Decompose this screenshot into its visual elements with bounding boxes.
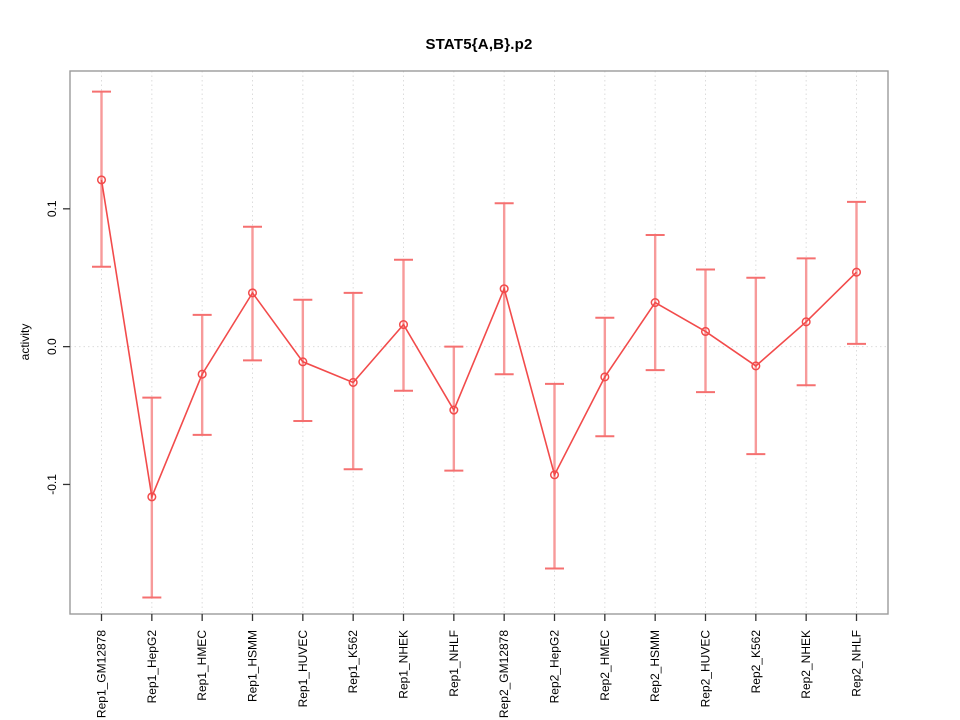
x-axis-tick-label: Rep1_NHEK — [397, 630, 411, 699]
x-axis-tick-label: Rep2_HepG2 — [548, 630, 562, 704]
y-axis-tick-label: -0.1 — [45, 474, 59, 495]
x-axis-tick-label: Rep2_HUVEC — [699, 630, 713, 708]
data-point — [298, 357, 308, 367]
data-point — [197, 369, 207, 379]
x-axis-tick-label: Rep2_HSMM — [648, 630, 662, 702]
data-point — [398, 320, 409, 330]
x-axis-tick-label: Rep2_NHLF — [850, 630, 864, 697]
x-axis-tick-label: Rep1_GM12878 — [95, 630, 109, 718]
data-point — [348, 377, 358, 388]
x-axis-tick-label: Rep2_HMEC — [598, 630, 612, 701]
y-axis-tick-label: 0.1 — [45, 200, 59, 217]
x-axis-tick-label: Rep1_HUVEC — [296, 630, 310, 708]
data-point — [247, 288, 258, 298]
data-line — [100, 179, 858, 500]
data-point — [449, 405, 459, 415]
x-axis-tick-label: Rep1_K562 — [346, 630, 360, 694]
x-axis-tick-label: Rep1_HMEC — [195, 630, 209, 701]
x-axis-tick-label: Rep2_K562 — [749, 630, 763, 694]
x-axis-tick-label: Rep1_HSMM — [246, 630, 260, 702]
data-point — [600, 372, 610, 382]
data-point — [499, 284, 509, 294]
data-point — [851, 267, 862, 277]
data-point — [96, 175, 107, 185]
x-axis-tick-label: Rep2_GM12878 — [497, 630, 511, 718]
x-axis-tick-label: Rep1_NHLF — [447, 630, 461, 697]
data-point — [650, 297, 660, 308]
x-axis-tick-label: Rep1_HepG2 — [145, 630, 159, 704]
chart-title: STAT5{A,B}.p2 — [425, 36, 533, 53]
y-axis-tick-label: 0.0 — [45, 338, 59, 355]
plot-area-border — [69, 70, 889, 615]
data-point — [700, 326, 711, 337]
data-point — [147, 492, 157, 502]
x-axis-tick-label: Rep2_NHEK — [799, 630, 813, 699]
data-point — [751, 361, 761, 371]
data-point — [801, 317, 811, 327]
data-point — [549, 470, 560, 480]
